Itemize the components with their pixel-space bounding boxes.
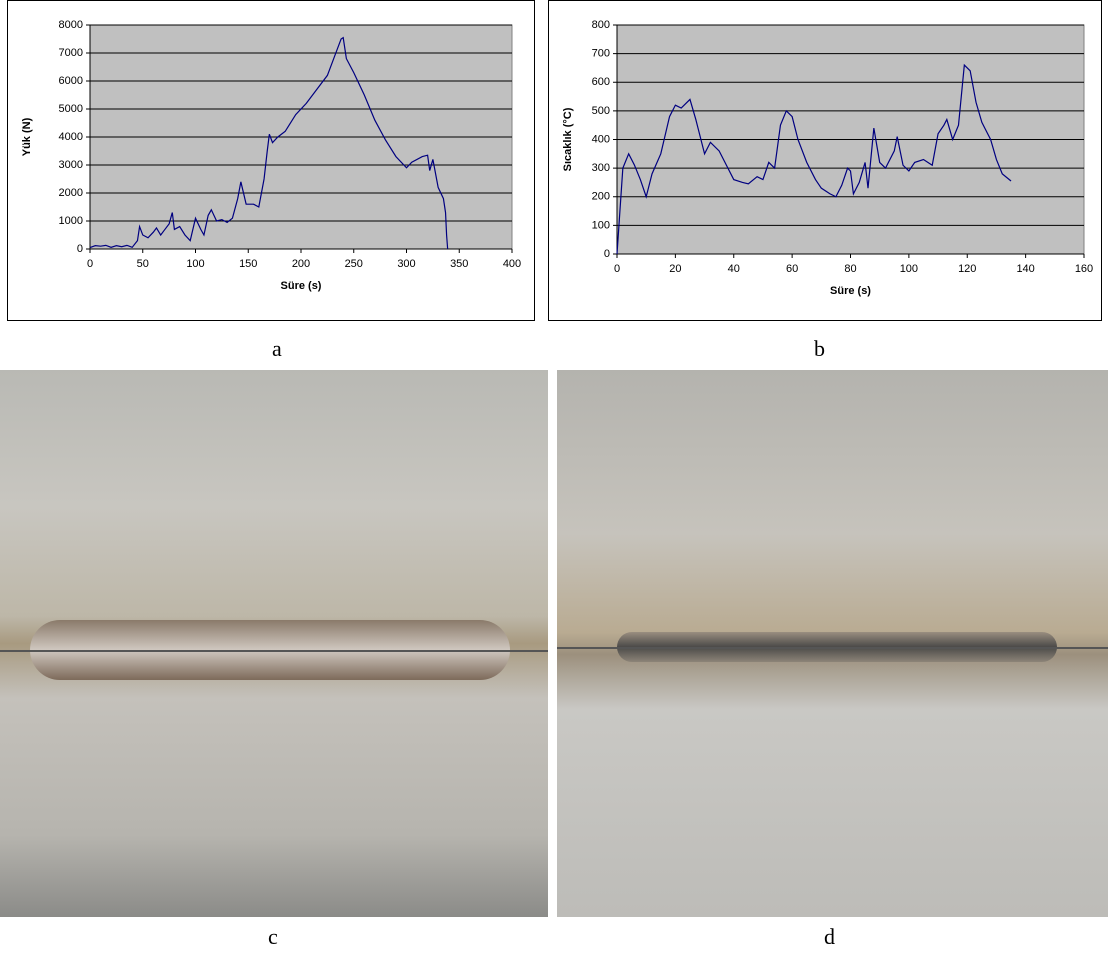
joint-line bbox=[557, 647, 1108, 649]
caption: c bbox=[268, 924, 278, 949]
y-tick-label: 5000 bbox=[59, 103, 83, 115]
y-tick-label: 0 bbox=[604, 248, 610, 260]
x-tick-label: 0 bbox=[614, 263, 620, 275]
y-tick-label: 300 bbox=[592, 162, 610, 174]
y-tick-label: 4000 bbox=[59, 131, 83, 143]
x-tick-label: 60 bbox=[786, 263, 798, 275]
y-tick-label: 800 bbox=[592, 19, 610, 31]
y-axis-title: Yük (N) bbox=[21, 117, 33, 156]
x-tick-label: 20 bbox=[669, 263, 681, 275]
y-tick-label: 2000 bbox=[59, 187, 83, 199]
y-tick-label: 6000 bbox=[59, 75, 83, 87]
x-tick-label: 160 bbox=[1075, 263, 1093, 275]
x-tick-label: 100 bbox=[186, 258, 204, 270]
caption: b bbox=[814, 336, 825, 361]
x-tick-label: 80 bbox=[844, 263, 856, 275]
x-tick-label: 150 bbox=[239, 258, 257, 270]
y-tick-label: 7000 bbox=[59, 47, 83, 59]
x-tick-label: 140 bbox=[1016, 263, 1034, 275]
y-tick-label: 700 bbox=[592, 48, 610, 60]
photo bbox=[557, 370, 1108, 917]
x-tick-label: 100 bbox=[900, 263, 918, 275]
y-tick-label: 1000 bbox=[59, 215, 83, 227]
y-axis-title: Sıcaklık (°C) bbox=[562, 107, 574, 171]
y-tick-label: 500 bbox=[592, 105, 610, 117]
chart: 0 1000 2000 3000 4000 5000 6000 7000 8000 0 50 100 1… bbox=[7, 0, 535, 321]
x-tick-label: 40 bbox=[728, 263, 740, 275]
data-line bbox=[616, 63, 1012, 255]
x-tick-label: 400 bbox=[503, 258, 521, 270]
y-tick-label: 8000 bbox=[59, 19, 83, 31]
photo bbox=[0, 370, 548, 917]
x-tick-label: 200 bbox=[292, 258, 310, 270]
x-axis-title: Süre (s) bbox=[830, 285, 871, 297]
y-tick-label: 600 bbox=[592, 76, 610, 88]
y-tick-label: 400 bbox=[592, 133, 610, 145]
caption: d bbox=[824, 924, 835, 949]
y-tick-label: 200 bbox=[592, 191, 610, 203]
joint-line bbox=[0, 650, 548, 652]
x-tick-label: 50 bbox=[137, 258, 149, 270]
y-tick-label: 100 bbox=[592, 219, 610, 231]
x-tick-label: 0 bbox=[87, 258, 93, 270]
x-axis-title: Süre (s) bbox=[281, 280, 322, 292]
x-tick-label: 350 bbox=[450, 258, 468, 270]
y-tick-label: 0 bbox=[77, 243, 83, 255]
x-tick-label: 300 bbox=[397, 258, 415, 270]
x-tick-label: 120 bbox=[958, 263, 976, 275]
x-tick-label: 250 bbox=[345, 258, 363, 270]
data-line bbox=[89, 36, 449, 250]
caption: a bbox=[272, 336, 282, 361]
chart: 0 100 200 300 400 500 600 700 800 0 20 40 60 80 100 120… bbox=[548, 0, 1102, 321]
y-tick-label: 3000 bbox=[59, 159, 83, 171]
